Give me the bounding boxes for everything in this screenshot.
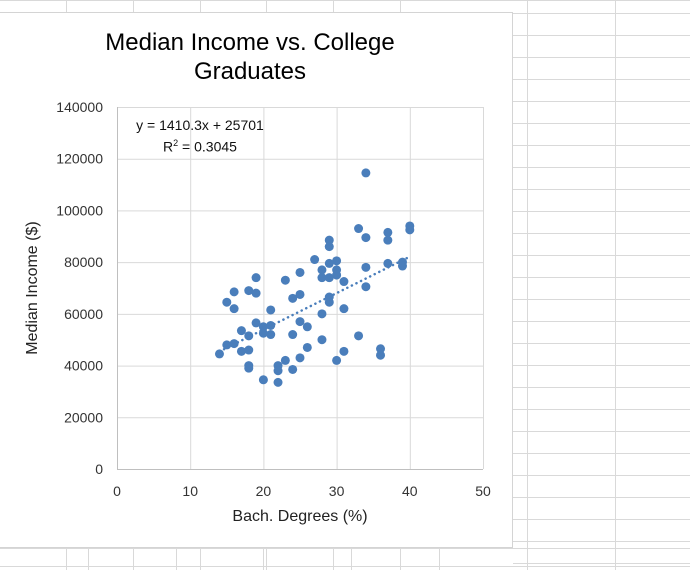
data-point[interactable] [229, 339, 239, 349]
data-point[interactable] [376, 344, 386, 354]
data-point[interactable] [273, 377, 283, 387]
data-point[interactable] [317, 335, 327, 345]
data-point[interactable] [236, 326, 246, 336]
data-point[interactable] [383, 258, 393, 268]
trendline-equation: y = 1410.3x + 25701 [136, 117, 264, 133]
data-point[interactable] [339, 304, 349, 314]
data-point[interactable] [354, 224, 364, 234]
data-point[interactable] [361, 168, 371, 178]
data-point[interactable] [339, 277, 349, 287]
data-point[interactable] [383, 227, 393, 237]
r-squared-value: R2 = 0.3045 [163, 138, 237, 155]
data-point[interactable] [258, 375, 268, 385]
data-point[interactable] [280, 355, 290, 365]
data-point[interactable] [332, 256, 342, 266]
data-point[interactable] [332, 355, 342, 365]
x-tick-label: 20 [256, 483, 272, 499]
x-tick-label: 50 [475, 483, 491, 499]
data-point[interactable] [251, 273, 261, 283]
data-point[interactable] [324, 273, 334, 283]
data-point[interactable] [236, 346, 246, 356]
x-tick-label: 0 [113, 483, 121, 499]
data-point[interactable] [273, 366, 283, 376]
data-point[interactable] [229, 304, 239, 314]
data-point[interactable] [324, 235, 334, 245]
data-point[interactable] [324, 297, 334, 307]
data-point[interactable] [266, 305, 276, 315]
data-point[interactable] [222, 297, 232, 307]
data-point[interactable] [383, 235, 393, 245]
data-point[interactable] [280, 275, 290, 285]
data-point[interactable] [361, 262, 371, 272]
data-point[interactable] [376, 350, 386, 360]
tick-labels: 0 10 20 30 40 50 0 20000 40000 60000 80000 100000 12… [56, 99, 491, 499]
chart-title[interactable]: Median Income vs. College Graduates [105, 29, 395, 85]
data-point[interactable] [288, 293, 298, 303]
data-point[interactable] [339, 346, 349, 356]
data-point[interactable] [244, 345, 254, 355]
data-point[interactable] [324, 242, 334, 252]
y-tick-label: 60000 [64, 306, 103, 322]
data-points[interactable] [214, 168, 415, 387]
y-tick-label: 80000 [64, 254, 103, 270]
data-point[interactable] [229, 287, 239, 297]
data-point[interactable] [244, 363, 254, 373]
trendline[interactable] [218, 255, 412, 353]
y-axis-title[interactable]: Median Income ($) [24, 221, 41, 355]
data-point[interactable] [317, 265, 327, 275]
data-point[interactable] [266, 330, 276, 340]
data-point[interactable] [214, 349, 224, 359]
data-point[interactable] [332, 270, 342, 280]
data-point[interactable] [361, 282, 371, 292]
y-tick-label: 40000 [64, 358, 103, 374]
y-tick-label: 140000 [56, 99, 103, 115]
data-point[interactable] [295, 353, 305, 363]
trendline-label[interactable]: y = 1410.3x + 25701 R2 = 0.3045 [130, 116, 270, 156]
data-point[interactable] [397, 261, 407, 271]
x-tick-label: 40 [402, 483, 418, 499]
y-tick-label: 120000 [56, 151, 103, 167]
data-point[interactable] [251, 318, 261, 328]
data-point[interactable] [361, 233, 371, 243]
y-tick-label: 0 [95, 461, 103, 477]
trendline-path[interactable] [218, 255, 412, 353]
data-point[interactable] [288, 330, 298, 340]
x-tick-label: 30 [329, 483, 345, 499]
data-point[interactable] [317, 309, 327, 319]
data-point[interactable] [295, 317, 305, 327]
x-axis-title[interactable]: Bach. Degrees (%) [232, 508, 368, 525]
y-tick-label: 20000 [64, 409, 103, 425]
data-point[interactable] [266, 320, 276, 330]
axes [117, 107, 483, 470]
data-point[interactable] [288, 364, 298, 374]
data-point[interactable] [295, 267, 305, 277]
data-point[interactable] [317, 273, 327, 283]
data-point[interactable] [354, 331, 364, 341]
data-point[interactable] [324, 258, 334, 268]
data-point[interactable] [405, 225, 415, 235]
data-point[interactable] [310, 255, 320, 265]
data-point[interactable] [302, 342, 312, 352]
data-point[interactable] [244, 286, 254, 296]
data-point[interactable] [295, 289, 305, 299]
y-tick-label: 100000 [56, 202, 103, 218]
x-tick-label: 10 [182, 483, 198, 499]
data-point[interactable] [302, 322, 312, 332]
data-point[interactable] [251, 288, 261, 298]
gridlines [117, 107, 484, 469]
